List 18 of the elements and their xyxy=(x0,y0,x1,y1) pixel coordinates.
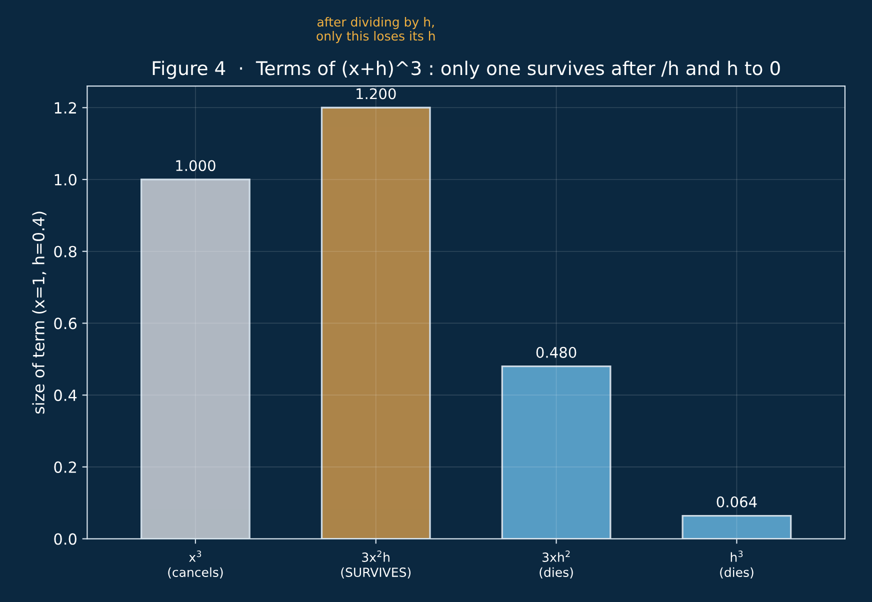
x-tick-label: h$^{3}$ (dies) xyxy=(720,550,754,578)
x-tick-label: 3x$^{2}$h (SURVIVES) xyxy=(341,550,411,578)
text: after dividing by h, only this loses its h xyxy=(316,16,435,44)
x-tick-label: 3xh$^{2}$ (dies) xyxy=(540,550,573,578)
y-tick-label: 0.8 xyxy=(54,246,76,258)
y-tick-label: 0.2 xyxy=(54,461,76,473)
data-label: 1.200 xyxy=(356,88,396,100)
data-label: 1.000 xyxy=(176,160,216,172)
y-tick-label: 1.0 xyxy=(54,174,76,186)
data-label: 0.064 xyxy=(716,496,757,508)
y-tick-label: 0.6 xyxy=(54,318,77,330)
y-tick-label: 1.2 xyxy=(54,102,76,114)
x-tick-label: x$^{3}$ (cancels) xyxy=(168,550,223,578)
y-axis-title: size of term (x=1, h=0.4) xyxy=(32,212,46,414)
data-label: 0.480 xyxy=(536,346,576,358)
chart-title: Figure 4 · Terms of (x+h)^3 : only one survives after /h and h to 0 xyxy=(152,60,780,79)
y-tick-label: 0.4 xyxy=(54,390,77,402)
y-tick-label: 0.0 xyxy=(54,533,76,545)
